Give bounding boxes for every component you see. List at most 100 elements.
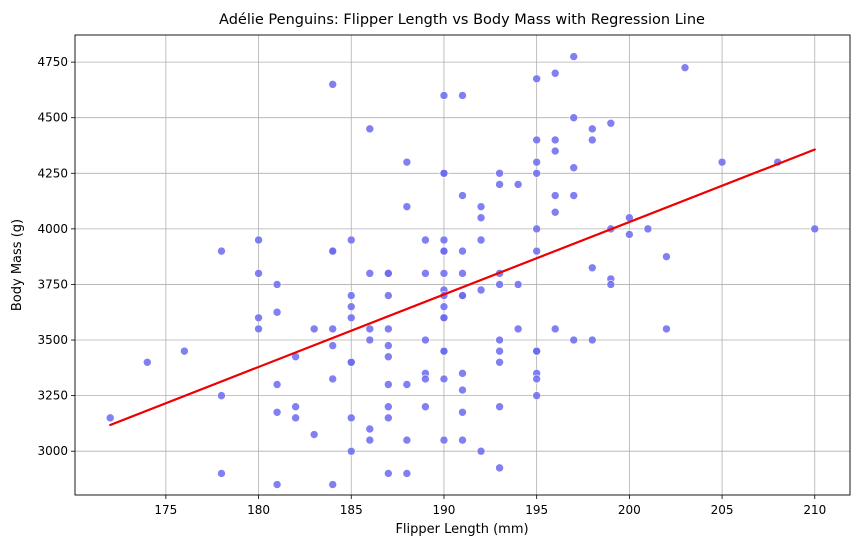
data-point: [384, 413, 393, 423]
y-tick-label: 4250: [37, 166, 68, 180]
data-point: [365, 335, 375, 345]
data-point: [346, 446, 356, 456]
data-point: [458, 385, 467, 395]
data-point: [439, 269, 449, 278]
data-point: [662, 252, 671, 261]
data-point: [346, 357, 356, 367]
data-point: [421, 335, 430, 345]
y-tick-label: 3250: [37, 389, 68, 403]
data-point: [476, 235, 486, 245]
data-point: [495, 335, 504, 345]
data-point: [532, 391, 541, 400]
data-point: [439, 91, 449, 100]
data-point: [569, 335, 579, 345]
data-point: [569, 113, 579, 123]
data-point: [495, 357, 504, 367]
data-point: [550, 191, 560, 200]
data-point: [439, 246, 449, 256]
x-axis-label: Flipper Length (mm): [395, 522, 528, 537]
data-point: [495, 280, 504, 289]
data-point: [328, 246, 338, 256]
data-point: [272, 307, 282, 317]
data-point: [587, 263, 597, 273]
y-tick-label: 4500: [37, 111, 68, 125]
data-point: [587, 124, 597, 134]
data-point: [458, 246, 467, 256]
data-point: [643, 224, 653, 234]
data-point: [495, 463, 504, 473]
y-tick-label: 3500: [37, 333, 68, 347]
data-point: [365, 124, 375, 134]
data-point: [384, 469, 393, 478]
data-point: [328, 324, 338, 334]
y-tick-label: 3000: [37, 444, 68, 458]
data-point: [272, 480, 282, 489]
data-point: [532, 168, 541, 178]
data-point: [458, 291, 467, 300]
data-point: [458, 435, 467, 445]
data-point: [606, 280, 616, 289]
data-point: [476, 446, 486, 456]
data-point: [439, 313, 449, 323]
data-point: [532, 224, 541, 234]
data-point: [495, 168, 504, 178]
data-point: [532, 135, 541, 145]
data-point: [421, 374, 430, 384]
data-point: [476, 285, 486, 295]
data-point: [254, 235, 263, 245]
data-point: [458, 91, 467, 100]
data-point: [105, 413, 115, 423]
y-tick-label: 4000: [37, 222, 68, 236]
data-point: [365, 435, 375, 445]
data-point: [606, 118, 616, 128]
data-point: [439, 302, 449, 311]
data-point: [587, 335, 597, 345]
data-point: [217, 469, 226, 478]
data-point: [291, 402, 300, 412]
data-point: [625, 230, 634, 239]
data-point: [421, 402, 430, 412]
data-point: [458, 407, 467, 417]
data-point: [532, 74, 541, 84]
data-point: [476, 213, 486, 223]
data-point: [717, 157, 727, 167]
data-points: [105, 52, 820, 489]
data-point: [180, 346, 189, 356]
data-point: [254, 313, 263, 323]
data-point: [495, 402, 504, 412]
data-point: [309, 324, 319, 334]
data-point: [569, 52, 579, 61]
data-point: [309, 430, 319, 439]
data-point: [532, 346, 541, 356]
data-point: [217, 246, 226, 256]
data-point: [384, 402, 393, 412]
data-point: [810, 224, 820, 234]
x-axis-ticks: 175 180 185 190 195 200 205 210: [154, 495, 826, 517]
data-point: [384, 352, 393, 362]
data-point: [587, 135, 597, 145]
data-point: [328, 80, 338, 89]
data-point: [346, 413, 356, 423]
data-point: [439, 374, 449, 384]
data-point: [550, 135, 560, 145]
chart-title: Adélie Penguins: Flipper Length vs Body …: [219, 12, 705, 28]
x-tick-label: 210: [803, 503, 826, 517]
data-point: [439, 235, 449, 245]
data-point: [569, 163, 579, 173]
data-point: [550, 68, 560, 78]
data-point: [458, 369, 467, 378]
data-point: [346, 291, 356, 300]
data-point: [384, 291, 393, 300]
data-point: [402, 380, 412, 389]
grid-lines: [75, 35, 850, 495]
data-point: [421, 235, 430, 245]
data-point: [291, 413, 300, 423]
data-point: [495, 346, 504, 356]
data-point: [328, 374, 338, 384]
data-point: [476, 202, 486, 211]
data-point: [550, 324, 560, 334]
data-point: [532, 246, 541, 256]
data-point: [346, 313, 356, 323]
data-point: [513, 280, 523, 289]
